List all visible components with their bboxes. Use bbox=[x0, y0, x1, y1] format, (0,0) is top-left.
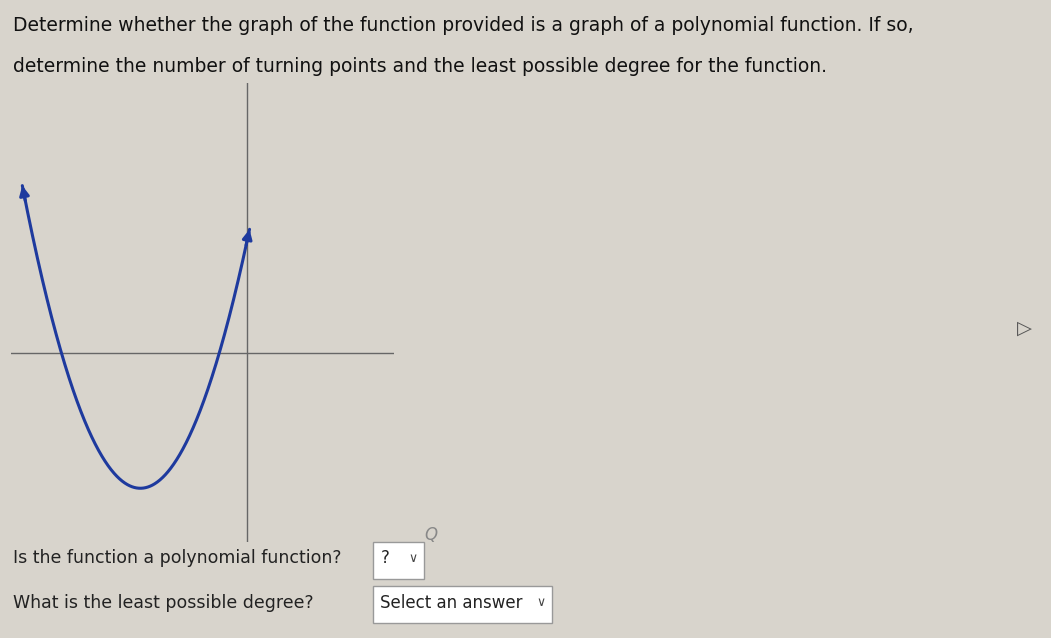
Text: What is the least possible degree?: What is the least possible degree? bbox=[13, 594, 318, 612]
Text: ▷: ▷ bbox=[1017, 319, 1032, 338]
Text: Q: Q bbox=[425, 526, 437, 544]
Text: Is the function a polynomial function?: Is the function a polynomial function? bbox=[13, 549, 347, 567]
Text: ∨: ∨ bbox=[536, 597, 545, 609]
Text: ?: ? bbox=[380, 549, 389, 567]
Text: ∨: ∨ bbox=[408, 552, 417, 565]
Text: determine the number of turning points and the least possible degree for the fun: determine the number of turning points a… bbox=[13, 57, 827, 77]
Text: Determine whether the graph of the function provided is a graph of a polynomial : Determine whether the graph of the funct… bbox=[13, 16, 913, 35]
Text: Select an answer: Select an answer bbox=[380, 594, 523, 612]
